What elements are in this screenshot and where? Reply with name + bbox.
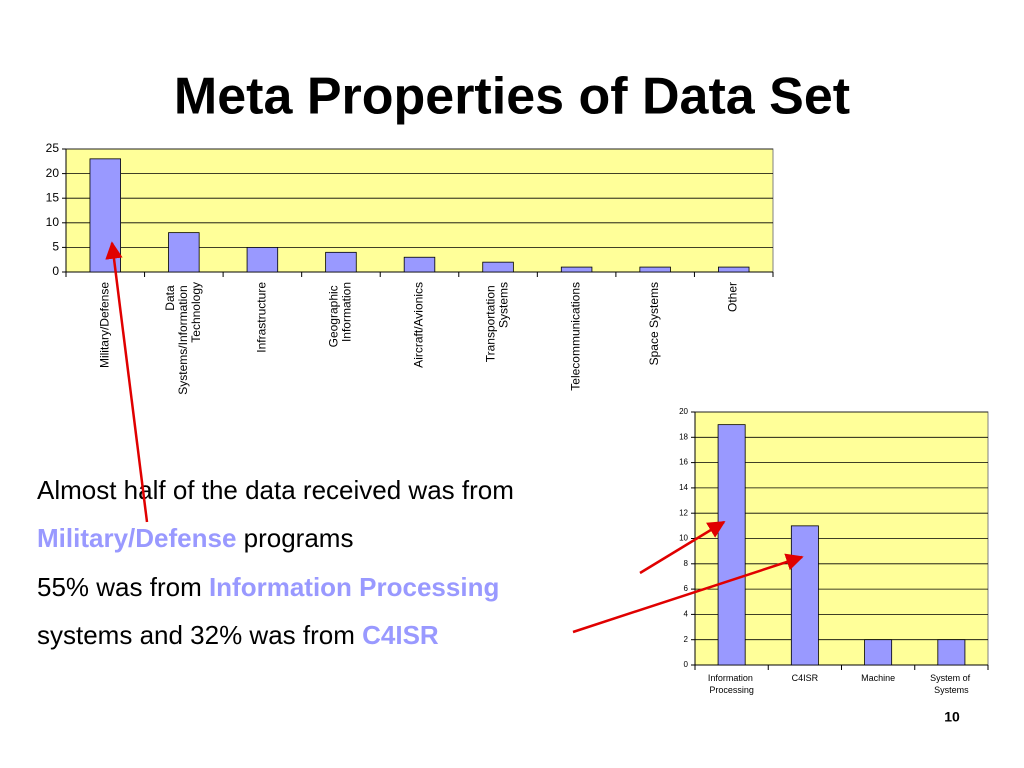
y-tick-label: 0 (52, 264, 59, 278)
y-tick-label: 16 (679, 458, 688, 467)
arrow (639, 520, 726, 575)
slide-title: Meta Properties of Data Set (174, 68, 850, 126)
chart: 0 2 4 6 8 10 12 14 16 18 20 Information Processing C… (679, 407, 989, 695)
chart: 0 5 10 15 20 25 Military/Defense Data Systems/I… (46, 141, 774, 395)
x-tick-label: C4ISR (792, 673, 819, 683)
bar (168, 232, 200, 273)
y-tick-label: 12 (679, 508, 688, 517)
highlight-text: C4ISR (362, 620, 439, 650)
y-tick-label: 5 (52, 240, 59, 254)
body-line: Military/Defense programs (37, 523, 353, 553)
x-tick-label: Information Processing (708, 673, 756, 695)
y-tick-label: 15 (46, 190, 60, 204)
body-line: 55% was from Information Processing (37, 572, 499, 602)
bar (325, 251, 357, 273)
x-tick-label: Telecommunications (569, 282, 583, 391)
body-text: Almost half of the data received was fro… (37, 475, 514, 505)
y-tick-label: 6 (684, 584, 689, 593)
bar (718, 266, 750, 273)
x-tick-label: Geographic Information (327, 282, 354, 347)
highlight-text: Information Processing (209, 572, 499, 602)
highlight-text: Military/Defense (37, 523, 236, 553)
bar (560, 266, 593, 273)
bar (403, 256, 436, 273)
bar (639, 266, 671, 273)
body-line: Almost half of the data received was fro… (37, 475, 514, 505)
y-tick-label: 14 (679, 483, 688, 492)
x-tick-label: Space Systems (647, 282, 661, 365)
x-tick-label: Military/Defense (97, 282, 111, 368)
x-tick-label: Transportation Systems (484, 282, 511, 362)
y-tick-label: 4 (684, 610, 689, 619)
x-tick-label: System of Systems (930, 673, 973, 695)
body-text: 55% was from (37, 572, 209, 602)
y-tick-label: 10 (679, 534, 688, 543)
y-tick-label: 18 (679, 432, 688, 441)
y-tick-label: 20 (679, 407, 688, 416)
x-tick-label: Machine (861, 673, 895, 683)
x-tick-label: Infrastructure (255, 282, 269, 353)
bar (864, 639, 893, 666)
y-tick-label: 2 (684, 635, 689, 644)
bar (89, 158, 121, 273)
bar (717, 424, 746, 666)
y-tick-label: 20 (46, 166, 60, 180)
y-tick-label: 10 (46, 215, 60, 229)
y-tick-label: 25 (46, 141, 60, 155)
y-tick-label: 0 (684, 660, 689, 669)
body-line: systems and 32% was from C4ISR (37, 620, 439, 650)
arrow (572, 553, 804, 634)
bar (246, 246, 279, 273)
bar (482, 261, 514, 273)
x-tick-label: Other (726, 282, 740, 312)
x-tick-label: Aircraft/Avionics (412, 282, 426, 368)
bar (937, 639, 966, 666)
arrow (105, 241, 149, 523)
body-text: systems and 32% was from (37, 620, 362, 650)
bar (790, 525, 819, 666)
body-text: programs (236, 523, 353, 553)
page-number: 10 (944, 709, 960, 725)
arrows (105, 241, 804, 634)
x-tick-label: Data Systems/Information Technology (163, 282, 203, 395)
y-tick-label: 8 (684, 559, 689, 568)
